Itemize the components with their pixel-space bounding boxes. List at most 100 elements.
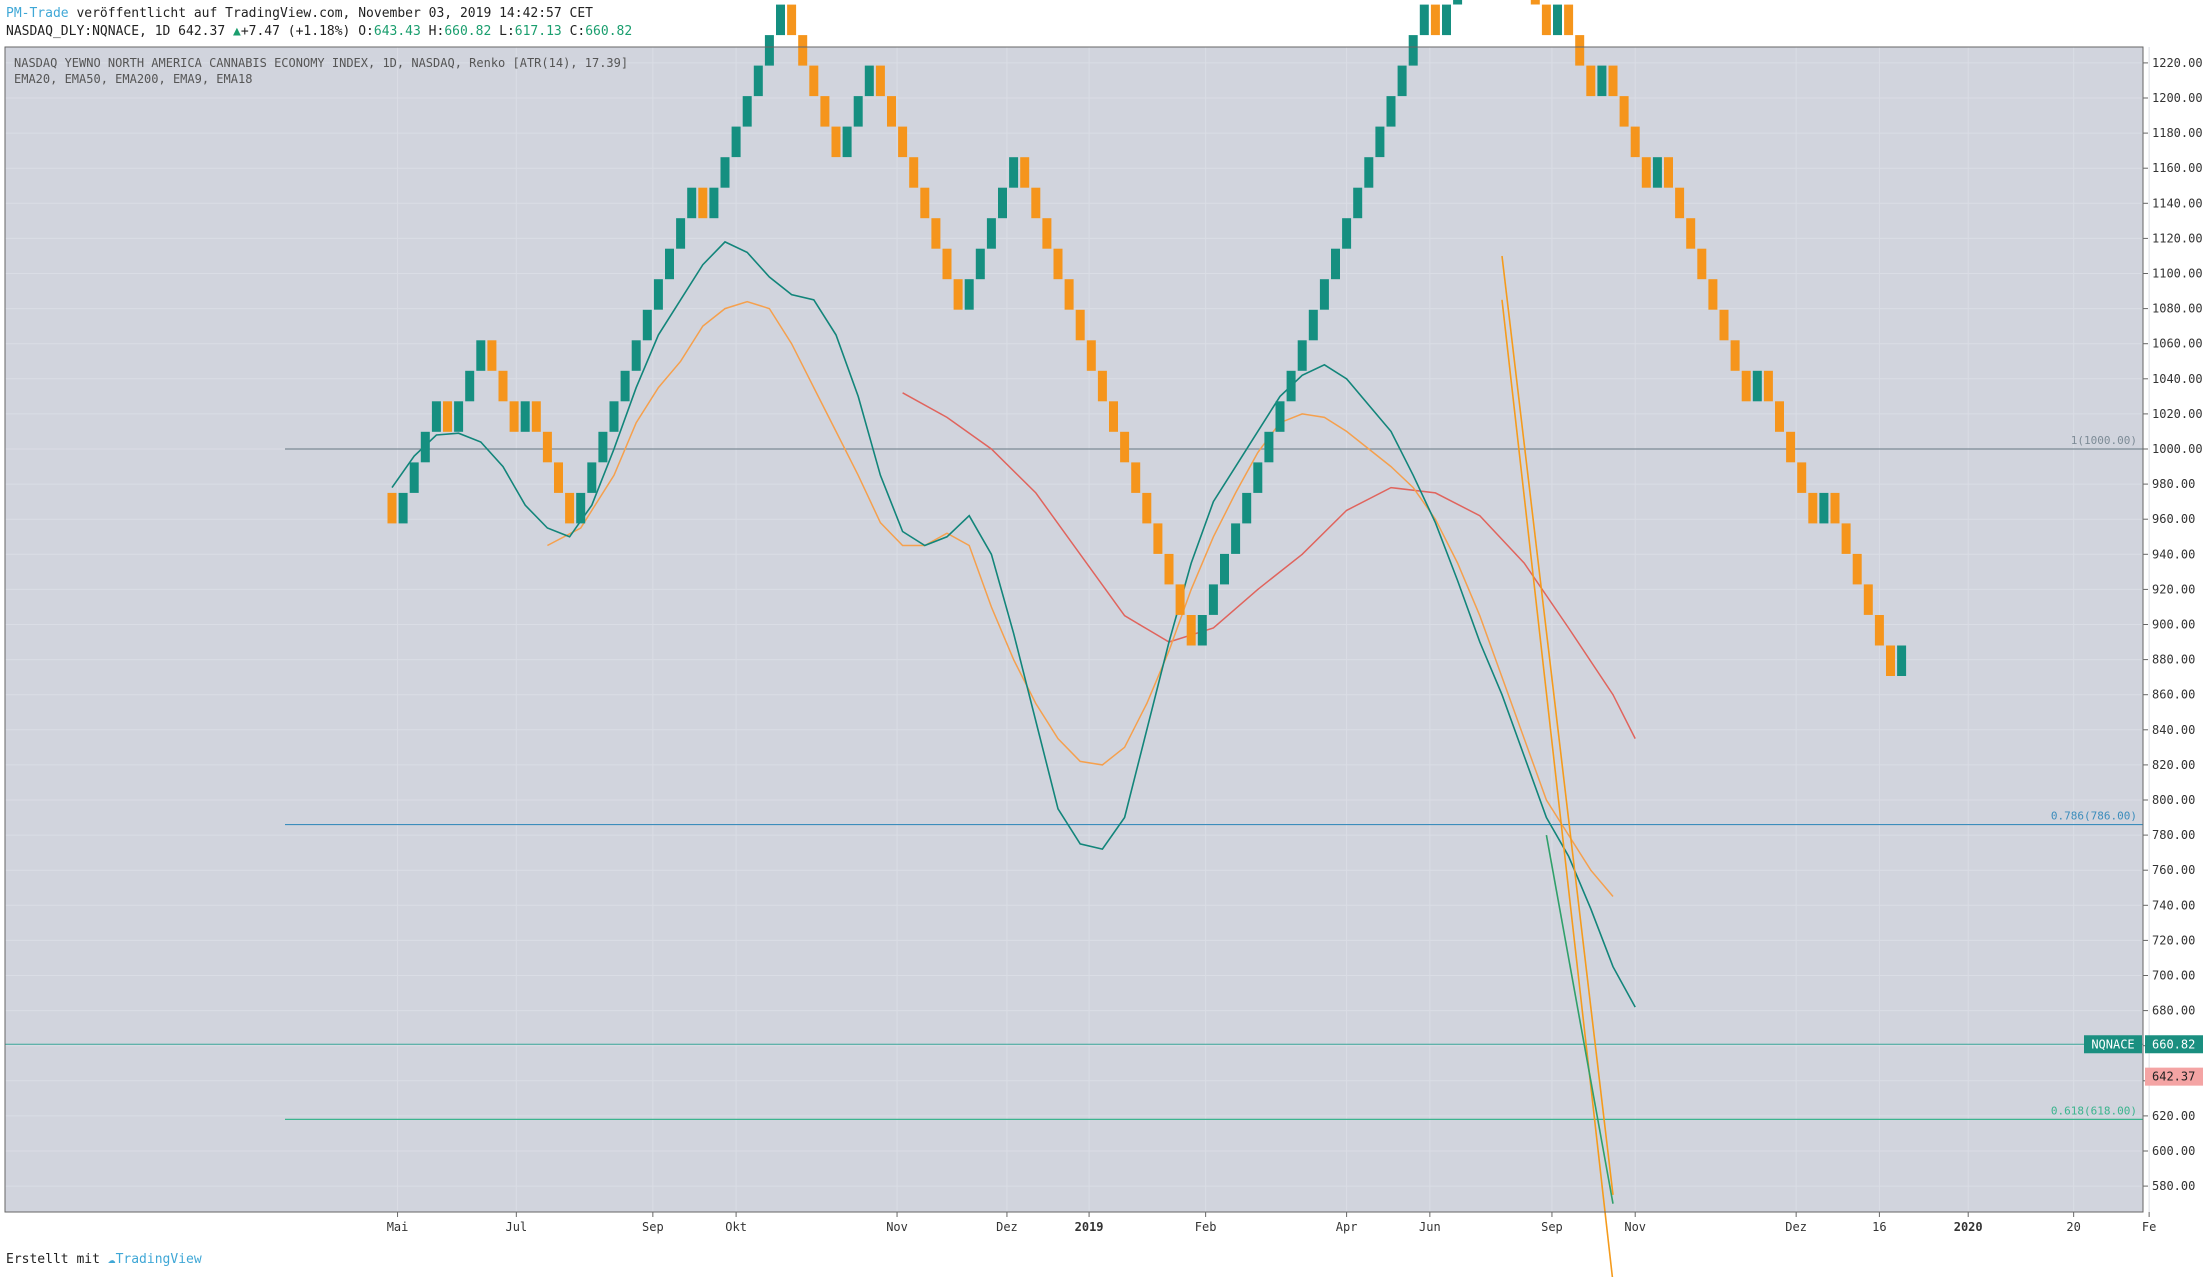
last-price-label: 642.37: [2152, 1070, 2195, 1084]
renko-brick: [764, 35, 774, 66]
time-tick-label: Okt: [725, 1220, 747, 1234]
renko-brick: [387, 492, 397, 524]
renko-brick: [498, 370, 508, 402]
renko-brick: [887, 96, 896, 127]
time-tick-label: Nov: [886, 1220, 908, 1234]
renko-bricks: [387, 0, 1907, 676]
renko-brick: [409, 462, 419, 493]
renko-brick: [620, 370, 630, 402]
renko-brick: [1841, 523, 1851, 554]
fib-levels: 1(1000.00) 0.786(786.00) 0.618(618.00): [5, 434, 2143, 1121]
time-axis[interactable]: Mai Jul Sep Okt Nov Dez 2019 Feb Apr Jun Sep Nov Dez…: [387, 1212, 2157, 1234]
renko-brick: [964, 279, 974, 310]
renko-brick: [1009, 157, 1019, 188]
time-tick-label: Sep: [1541, 1220, 1563, 1234]
renko-brick: [1053, 248, 1063, 280]
renko-brick: [1430, 4, 1440, 36]
plot-background[interactable]: [5, 47, 2143, 1212]
renko-brick: [1264, 431, 1274, 463]
price-tick-label: 680.00: [2152, 1004, 2195, 1018]
grid-lines: [5, 47, 2150, 1212]
renko-brick: [1419, 4, 1429, 36]
renko-brick: [587, 462, 597, 493]
renko-brick: [1364, 157, 1374, 188]
renko-brick: [1830, 492, 1840, 524]
renko-brick: [1453, 0, 1463, 5]
footer: Erstellt mit ☁TradingView: [6, 1252, 202, 1267]
fib-level-label: 0.618(618.00): [2051, 1104, 2137, 1117]
price-tick-label: 700.00: [2152, 969, 2195, 983]
renko-brick: [842, 126, 852, 158]
renko-brick: [986, 218, 996, 249]
price-tick-label: 1120.00: [2152, 231, 2203, 245]
price-tick-label: 960.00: [2152, 512, 2195, 526]
renko-brick: [509, 401, 519, 432]
renko-brick: [1874, 615, 1884, 646]
renko-brick: [1197, 615, 1207, 646]
renko-brick: [1031, 187, 1041, 219]
publisher-name[interactable]: PM-Trade: [6, 6, 69, 21]
renko-brick: [1164, 553, 1174, 585]
renko-brick: [1297, 340, 1307, 371]
renko-brick: [1863, 584, 1873, 615]
price-tick-label: 580.00: [2152, 1179, 2195, 1193]
publish-info: PM-Trade veröffentlicht auf TradingView.…: [6, 6, 593, 21]
footer-brand[interactable]: TradingView: [115, 1252, 202, 1267]
channel-upper-line: [1501, 255, 1614, 1195]
renko-brick: [1808, 492, 1818, 524]
price-tick-label: 1140.00: [2152, 196, 2203, 210]
renko-brick: [1208, 584, 1218, 615]
time-tick-label: Dez: [1785, 1220, 1807, 1234]
renko-brick: [1630, 126, 1640, 158]
renko-brick: [1109, 401, 1118, 432]
price-tick-label: 840.00: [2152, 723, 2195, 737]
price-tick-label: 820.00: [2152, 758, 2195, 772]
last-price-tag: [2145, 1067, 2203, 1086]
fib-level-label: 0.786(786.00): [2051, 810, 2137, 823]
renko-brick: [1897, 645, 1907, 676]
channel-mid-line: [1545, 834, 1614, 1204]
renko-brick: [609, 401, 619, 432]
tradingview-logo-icon[interactable]: ☁: [107, 1252, 116, 1267]
renko-brick: [776, 4, 785, 36]
open-label: O:: [358, 24, 374, 39]
renko-brick: [909, 157, 919, 188]
channel-lower-line: [1501, 299, 1614, 1277]
renko-brick: [1131, 462, 1141, 493]
close-label: C:: [569, 24, 586, 39]
open-value: 643.43: [373, 24, 421, 39]
price-tick-label: 780.00: [2152, 828, 2195, 842]
ema50-line: [547, 300, 1614, 897]
price-tick-label: 1020.00: [2152, 407, 2203, 421]
time-tick-label: 20: [2066, 1220, 2080, 1234]
renko-brick: [1652, 157, 1662, 188]
renko-brick: [1275, 401, 1285, 432]
ema20-line: [391, 240, 1636, 1008]
price-tick-label: 1220.00: [2152, 56, 2203, 70]
high-label: H:: [428, 24, 445, 39]
price-tick-label: 920.00: [2152, 582, 2195, 596]
renko-brick: [565, 492, 575, 524]
time-tick-label: Jul: [505, 1220, 527, 1234]
renko-brick: [1120, 431, 1130, 463]
renko-brick: [1308, 309, 1318, 341]
renko-brick: [398, 492, 408, 524]
renko-brick: [1586, 65, 1596, 97]
price-tick-label: 860.00: [2152, 688, 2195, 702]
time-tick-label: Nov: [1624, 1220, 1646, 1234]
renko-brick: [1286, 370, 1296, 402]
renko-brick: [1086, 340, 1096, 371]
price-tick-label: 1000.00: [2152, 442, 2203, 456]
symbol-tag-label: NQNACE: [2091, 1037, 2134, 1051]
price-tick-label: 1040.00: [2152, 372, 2203, 386]
close-value: 660.82: [585, 24, 633, 39]
renko-brick: [1319, 279, 1329, 310]
renko-brick: [1231, 523, 1241, 554]
renko-brick: [1697, 248, 1707, 280]
renko-brick: [443, 401, 452, 432]
renko-brick: [653, 279, 663, 310]
time-tick-label: Dez: [996, 1220, 1018, 1234]
renko-brick: [1619, 96, 1629, 127]
renko-brick: [1153, 523, 1163, 554]
